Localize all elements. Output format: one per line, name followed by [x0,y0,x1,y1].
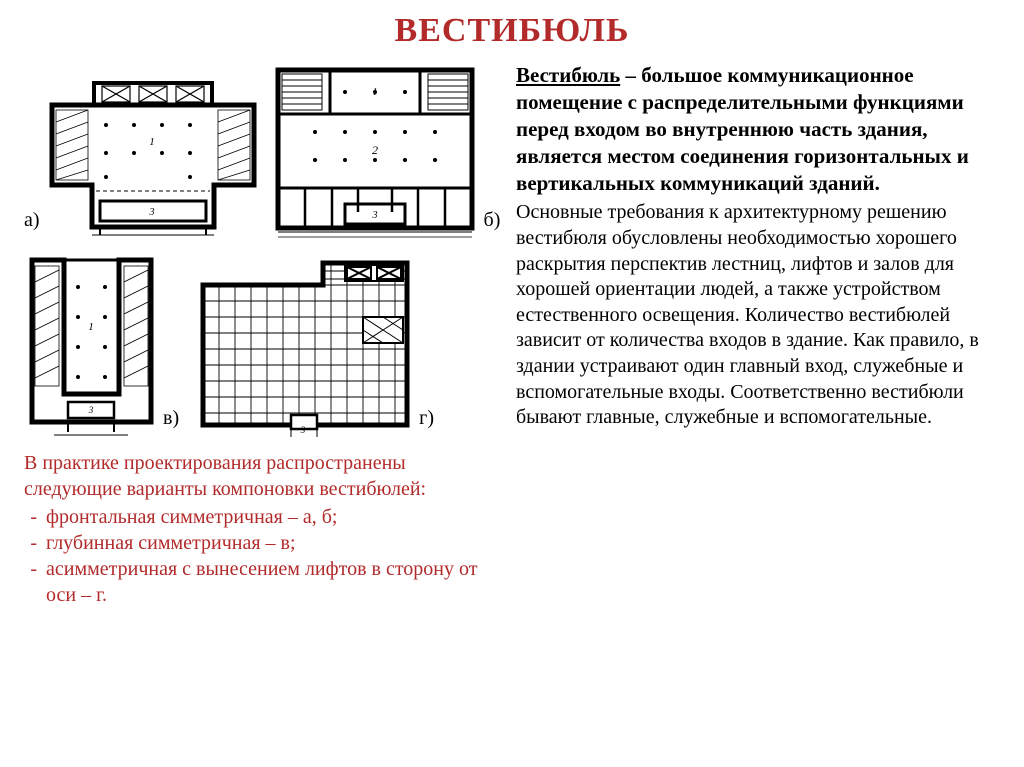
plans-column: а) [24,62,496,608]
svg-text:1: 1 [149,136,155,148]
svg-text:3: 3 [371,210,377,221]
caption-item: фронтальная симметричная – а, б; [42,504,496,530]
svg-text:3: 3 [300,425,306,435]
floorplan-a: 1 3 [44,77,262,242]
floorplan-g: 3 [195,255,415,440]
plan-label-a: а) [24,209,40,242]
page-title: ВЕСТИБЮЛЬ [24,12,1000,50]
plan-label-b: б) [484,209,501,242]
plan-label-v: в) [163,407,179,440]
plan-label-g: г) [419,407,434,440]
plans-caption: В практике проектирования распространены… [24,450,496,608]
caption-item: глубинная симметричная – в; [42,530,496,556]
caption-intro: В практике проектирования распространены… [24,450,496,502]
svg-text:1: 1 [372,87,377,98]
svg-text:3: 3 [148,207,154,218]
svg-text:2: 2 [372,143,378,157]
body-paragraph: Основные требования к архитектурному реш… [516,200,1000,430]
definition-paragraph: Вестибюль – большое коммуникационное пом… [516,62,1000,196]
svg-text:1: 1 [88,321,94,333]
svg-text:3: 3 [88,405,94,415]
text-column: Вестибюль – большое коммуникационное пом… [516,62,1000,608]
floorplan-v: 1 3 [24,252,159,440]
floorplan-b: 1 2 3 [270,62,480,242]
definition-term: Вестибюль [516,63,620,87]
caption-list: фронтальная симметричная – а, б; глубинн… [24,504,496,608]
caption-item: асимметричная с вынесением лифтов в стор… [42,556,496,608]
